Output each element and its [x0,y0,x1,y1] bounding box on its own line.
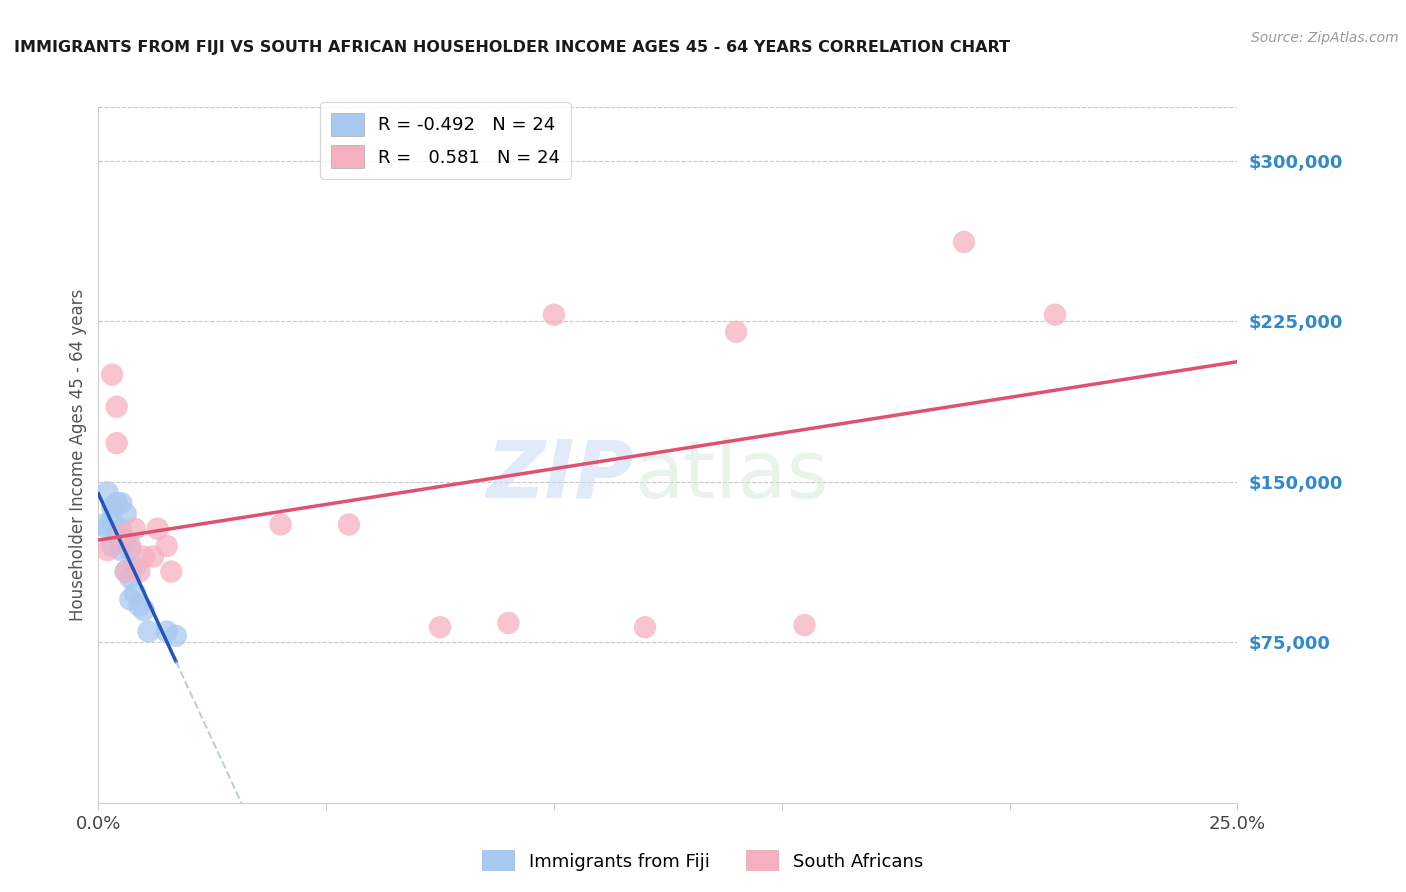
Point [120,543,142,558]
Point [101,539,124,553]
Point [146,522,169,536]
Point [160,565,183,579]
Point [132,603,155,617]
Point [101,368,124,382]
Point [543,308,565,322]
Point [96,522,118,536]
Point [96,543,118,558]
Legend: Immigrants from Fiji, South Africans: Immigrants from Fiji, South Africans [475,843,931,879]
Point [114,565,136,579]
Point [138,624,160,639]
Point [128,565,150,579]
Text: IMMIGRANTS FROM FIJI VS SOUTH AFRICAN HOUSEHOLDER INCOME AGES 45 - 64 YEARS CORR: IMMIGRANTS FROM FIJI VS SOUTH AFRICAN HO… [14,40,1010,55]
Point [142,549,165,564]
Point [101,500,124,515]
Point [105,496,128,510]
Point [110,496,132,510]
Point [110,522,132,536]
Point [156,624,179,639]
Point [110,528,132,542]
Legend: R = -0.492   N = 24, R =   0.581   N = 24: R = -0.492 N = 24, R = 0.581 N = 24 [321,103,571,179]
Point [132,549,155,564]
Point [110,543,132,558]
Point [128,599,150,613]
Point [156,539,179,553]
Point [114,534,136,549]
Point [114,565,136,579]
Point [1043,308,1066,322]
Point [105,528,128,542]
Point [120,539,142,553]
Point [91,517,114,532]
Point [429,620,451,634]
Point [337,517,360,532]
Point [96,485,118,500]
Point [105,400,128,414]
Point [120,571,142,585]
Point [725,325,748,339]
Point [120,592,142,607]
Point [124,522,146,536]
Text: ZIP: ZIP [486,437,634,515]
Point [793,618,815,632]
Point [270,517,292,532]
Text: atlas: atlas [634,437,828,515]
Point [114,507,136,521]
Point [124,586,146,600]
Point [634,620,657,634]
Point [498,615,520,630]
Point [165,629,187,643]
Point [124,560,146,574]
Point [105,436,128,450]
Text: Source: ZipAtlas.com: Source: ZipAtlas.com [1251,31,1399,45]
Point [953,235,976,249]
Point [101,513,124,527]
Y-axis label: Householder Income Ages 45 - 64 years: Householder Income Ages 45 - 64 years [69,289,87,621]
